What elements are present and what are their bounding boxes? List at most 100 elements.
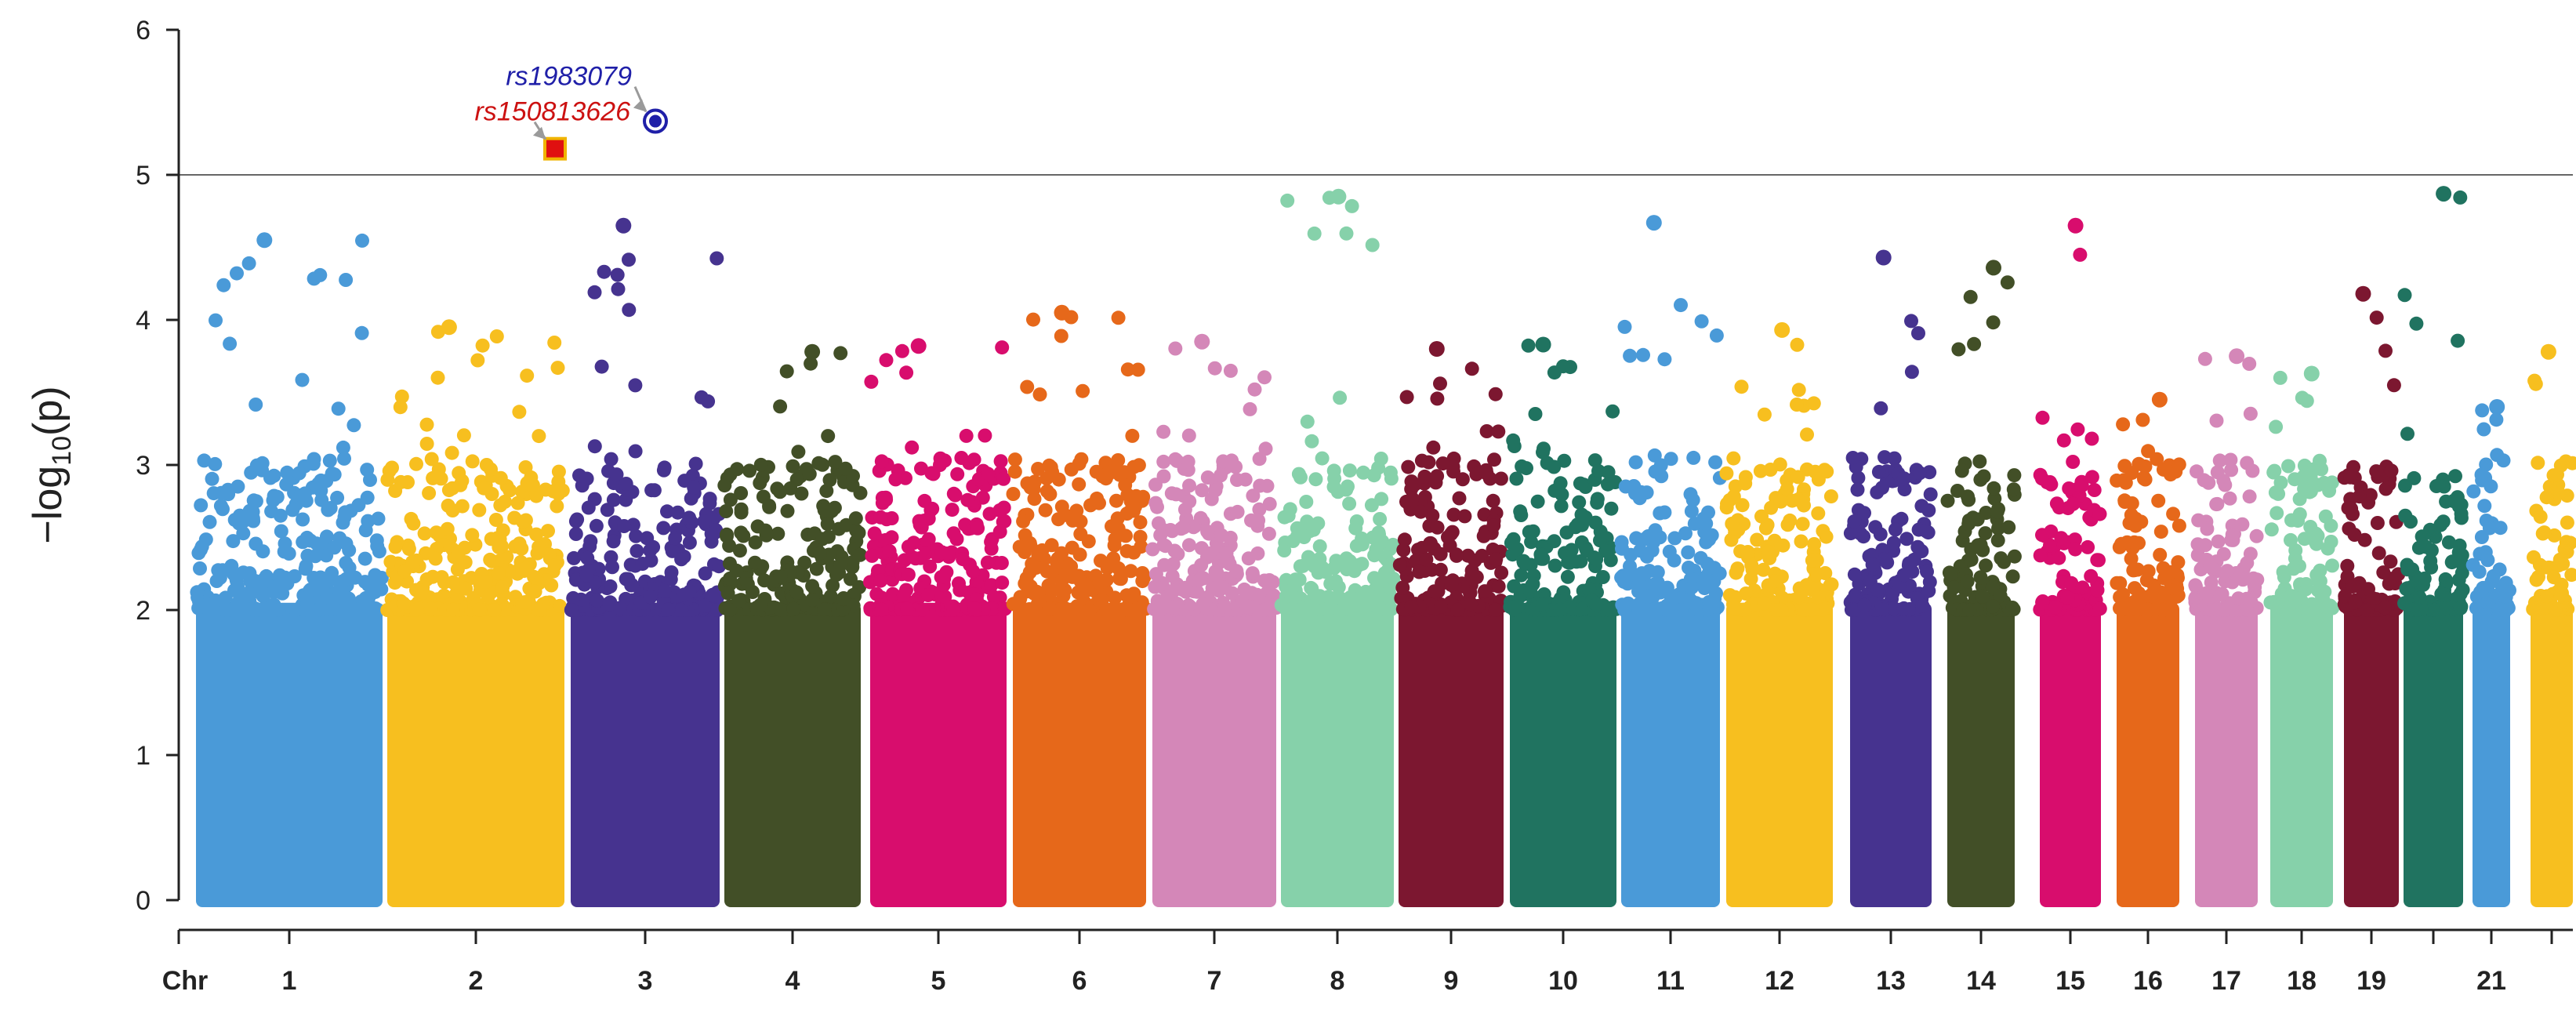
snp-point: [2346, 579, 2360, 594]
snp-point: [905, 440, 920, 455]
chr-22-points: [2526, 343, 2576, 907]
snp-point: [2531, 569, 2545, 584]
snp-point: [742, 463, 757, 478]
chr-13-points: [1843, 249, 1938, 907]
snp-point: [682, 510, 697, 525]
snp-point: [308, 549, 323, 564]
snp-point: [1604, 501, 1619, 516]
snp-point: [1339, 482, 1354, 497]
snp-point: [2090, 583, 2105, 597]
snp-point: [1311, 516, 1326, 531]
snp-point: [1031, 462, 1046, 476]
snp-point: [748, 555, 762, 570]
snp-point: [2565, 456, 2576, 470]
snp-point: [260, 601, 275, 616]
snp-point: [1386, 537, 1400, 552]
snp-point: [1886, 601, 1901, 615]
snp-point: [1763, 463, 1778, 477]
snp-point: [805, 593, 820, 607]
snp-point: [1738, 476, 1753, 491]
snp-point: [1685, 580, 1699, 595]
snp-point: [1556, 359, 1570, 374]
snp-point: [1886, 536, 1901, 550]
snp-point: [1557, 453, 1572, 468]
snp-point: [2218, 478, 2233, 492]
snp-point: [2397, 478, 2412, 493]
chr-10-top-snp: [1535, 336, 1551, 353]
snp-point: [1120, 602, 1135, 617]
snp-point: [1791, 383, 1806, 398]
snp-point: [2001, 520, 2016, 535]
snp-point: [1252, 502, 1267, 517]
snp-point: [1633, 603, 1648, 617]
snp-point: [2281, 601, 2296, 615]
snp-annotations: rs1983079 rs150813626: [474, 62, 668, 161]
chr-7-points: [1145, 333, 1283, 907]
snp-point: [688, 456, 703, 471]
snp-point: [1940, 493, 1955, 508]
snp-point: [2052, 550, 2066, 565]
snp-point: [2007, 468, 2022, 483]
snp-point: [2132, 536, 2146, 550]
snp-point: [1757, 596, 1772, 611]
annotation-label: rs150813626: [474, 97, 630, 127]
y-axis-label: −log10(p): [25, 386, 77, 543]
snp-point: [1133, 529, 1148, 544]
snp-point: [2476, 580, 2491, 595]
snp-point: [619, 492, 633, 507]
snp-point: [231, 516, 246, 531]
snp-point: [2056, 433, 2071, 448]
snp-point: [307, 571, 321, 585]
snp-point: [2005, 569, 2020, 584]
snp-point: [1874, 401, 1888, 416]
snp-point: [978, 428, 992, 443]
snp-point: [867, 526, 882, 541]
snp-point: [1430, 469, 1445, 484]
snp-point: [547, 558, 562, 573]
snp-point: [2527, 550, 2541, 565]
snp-point: [1125, 428, 1140, 443]
snp-point: [299, 530, 314, 545]
chr-7-dense-band: [1152, 602, 1276, 907]
snp-point: [1805, 602, 1820, 617]
snp-point: [346, 418, 361, 433]
snp-point: [372, 544, 386, 559]
snp-point: [544, 578, 559, 593]
snp-point: [1315, 451, 1330, 466]
snp-point: [1664, 452, 1678, 467]
snp-point: [730, 462, 745, 477]
snp-point: [2309, 536, 2324, 551]
snp-point: [1973, 570, 1988, 585]
chr-6-points: [1006, 304, 1153, 907]
snp-point: [2197, 473, 2211, 488]
snp-point: [1419, 552, 1434, 567]
snp-point: [1892, 579, 1907, 594]
snp-point: [2084, 431, 2099, 446]
snp-point: [541, 524, 555, 539]
snp-point: [271, 602, 286, 617]
snp-point: [602, 597, 617, 612]
snp-point: [306, 456, 321, 471]
chr-19-dense-band: [2344, 602, 2399, 907]
x-tick-label-chr-12: 12: [1765, 966, 1794, 996]
snp-point: [322, 453, 337, 468]
snp-point: [1972, 454, 1987, 469]
snp-point: [1339, 226, 1354, 241]
snp-point: [1065, 540, 1079, 555]
snp-point: [1632, 491, 1647, 506]
snp-point: [1636, 347, 1650, 362]
snp-point: [525, 478, 540, 492]
snp-point: [967, 601, 981, 615]
x-tick-label-chr-19: 19: [2356, 966, 2386, 996]
snp-point: [1476, 528, 1491, 543]
snp-point: [1791, 470, 1805, 485]
snp-point: [2006, 482, 2021, 497]
snp-point: [342, 543, 357, 557]
snp-point: [394, 474, 408, 489]
chr-4-points: [717, 343, 868, 907]
snp-point: [786, 601, 801, 616]
snp-point: [1553, 476, 1568, 491]
snp-point: [2113, 590, 2128, 605]
snp-point: [1299, 495, 1314, 509]
snp-point: [2000, 275, 2015, 290]
